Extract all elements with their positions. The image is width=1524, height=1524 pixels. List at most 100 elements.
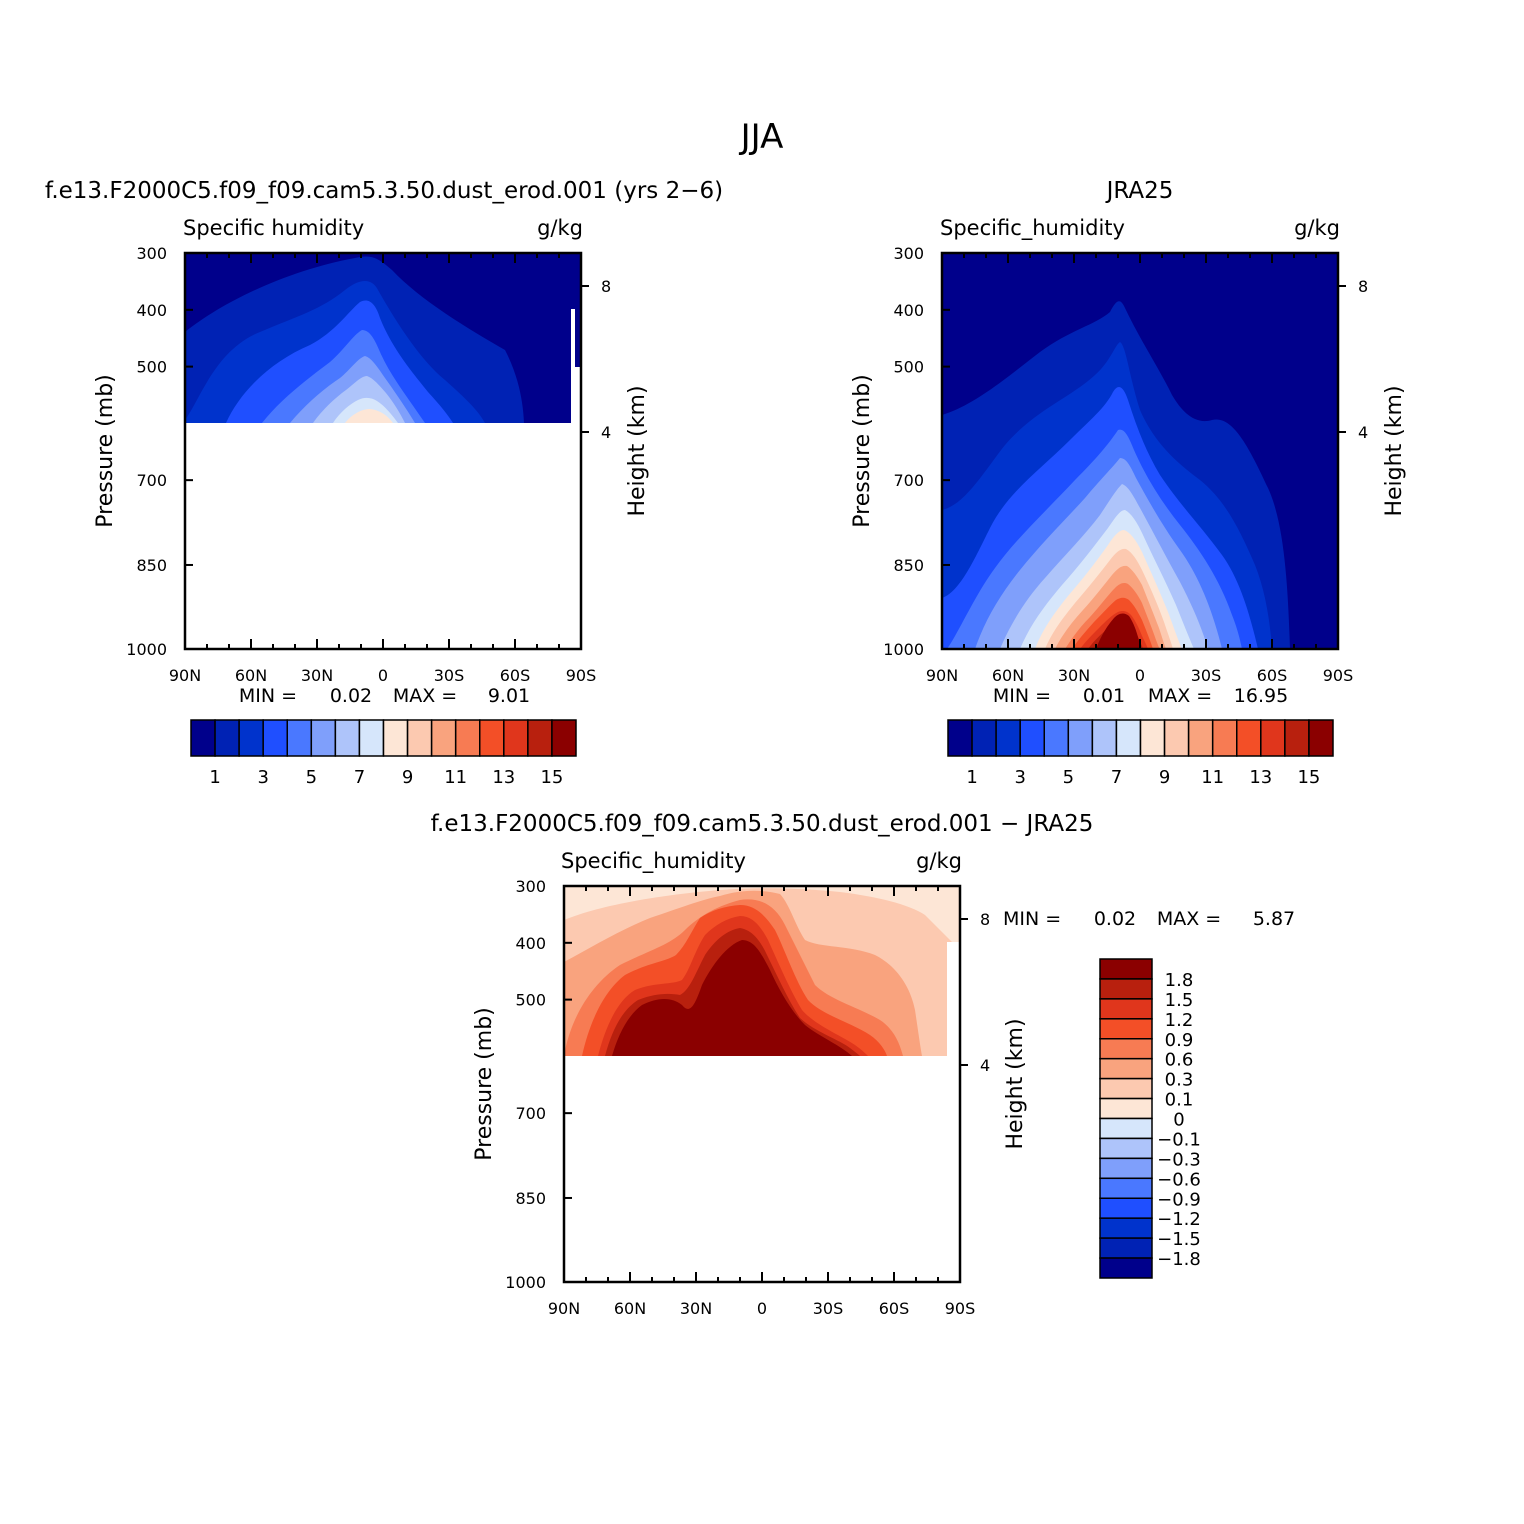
contour-band xyxy=(345,409,393,423)
panel-obs-contours xyxy=(942,253,1338,649)
colorbar-box xyxy=(1115,719,1142,757)
height-tick-label: 4 xyxy=(980,1056,990,1075)
x-tick-label: 90S xyxy=(945,1299,976,1318)
colorbar-box xyxy=(1099,1137,1153,1160)
x-tick-label: 30S xyxy=(813,1299,844,1318)
colorbar-label: −0.6 xyxy=(1157,1169,1201,1190)
colorbar-box xyxy=(310,719,337,757)
colorbar-box xyxy=(1260,719,1286,757)
colorbar-box xyxy=(1099,978,1153,1000)
colorbar-box xyxy=(406,719,433,757)
colorbar-label: 5 xyxy=(1063,767,1074,788)
colorbar-label: 3 xyxy=(1014,767,1025,788)
panel-obs-max-value: 16.95 xyxy=(1234,685,1288,707)
colorbar-box xyxy=(1236,719,1262,757)
colorbar-label: 1.8 xyxy=(1165,970,1194,991)
colorbar-box xyxy=(971,719,997,757)
colorbar-box xyxy=(1099,1237,1153,1259)
colorbar-label: −0.3 xyxy=(1157,1149,1201,1170)
colorbar-box xyxy=(947,719,973,757)
y-tick-label: 850 xyxy=(515,1189,546,1208)
y-tick-label: 400 xyxy=(893,301,924,320)
colorbar-box xyxy=(1043,719,1070,757)
x-tick-label: 90N xyxy=(548,1299,580,1318)
panel-diff-max-label: MAX = xyxy=(1157,908,1221,930)
panel-model-contours xyxy=(185,253,581,423)
figure-title: JJA xyxy=(739,117,784,157)
colorbar-box xyxy=(430,719,457,757)
colorbar-box xyxy=(334,719,361,757)
y-tick-label: 1000 xyxy=(126,640,167,659)
colorbar-label: −1.8 xyxy=(1157,1249,1201,1270)
colorbar-box xyxy=(1099,1177,1153,1199)
panel-obs-ylabel: Pressure (mb) xyxy=(850,374,875,528)
x-tick-label: 30S xyxy=(1191,666,1222,685)
panel-model: f.e13.F2000C5.f09_f09.cam5.3.50.dust_ero… xyxy=(45,178,723,788)
x-tick-label: 30N xyxy=(301,666,333,685)
colorbar-label: −1.2 xyxy=(1157,1209,1201,1230)
colorbar-box xyxy=(1139,719,1166,757)
colorbar-label: 7 xyxy=(354,767,365,788)
y-tick-label: 300 xyxy=(515,877,546,896)
y-tick-label: 850 xyxy=(893,556,924,575)
x-tick-label: 60N xyxy=(614,1299,646,1318)
colorbar-box xyxy=(1099,1077,1153,1100)
colorbar-box xyxy=(503,719,529,757)
colorbar-box xyxy=(1019,719,1045,757)
contour-band xyxy=(1096,613,1141,649)
y-tick-label: 700 xyxy=(136,471,167,490)
colorbar-box xyxy=(382,719,409,757)
height-tick-label: 8 xyxy=(601,277,611,296)
panel-diff-axes: 90N 60N 30N 0 30S 60S 90S 300 400 500 700 850 1000 8 4 xyxy=(505,877,990,1318)
colorbar-label: 7 xyxy=(1111,767,1122,788)
colorbar-label: 1 xyxy=(966,767,977,788)
colorbar-box xyxy=(1308,719,1334,757)
panel-obs-min-label: MIN = xyxy=(993,685,1051,707)
contour-band xyxy=(575,309,581,367)
panel-diff-colorbar: 1.81.51.20.90.60.30.10−0.1−0.3−0.6−0.9−1… xyxy=(1099,958,1201,1279)
colorbar-box xyxy=(1099,1097,1153,1120)
height-tick-label: 4 xyxy=(601,423,611,442)
panel-obs-ylabel-right: Height (km) xyxy=(1382,385,1407,516)
panel-model-units: g/kg xyxy=(537,216,583,240)
colorbar-label: 0 xyxy=(1173,1110,1184,1131)
panel-obs-left-string: Specific_humidity xyxy=(940,216,1125,241)
colorbar-label: 1.5 xyxy=(1165,990,1194,1011)
x-tick-label: 0 xyxy=(757,1299,767,1318)
panel-model-title: f.e13.F2000C5.f09_f09.cam5.3.50.dust_ero… xyxy=(45,178,723,204)
panel-diff: f.e13.F2000C5.f09_f09.cam5.3.50.dust_ero… xyxy=(431,811,1296,1318)
x-tick-label: 90S xyxy=(566,666,597,685)
panel-obs-units: g/kg xyxy=(1294,216,1340,240)
x-tick-label: 60N xyxy=(235,666,267,685)
x-tick-label: 90S xyxy=(1323,666,1354,685)
x-tick-label: 0 xyxy=(1135,666,1145,685)
contour-band xyxy=(612,940,852,1056)
x-tick-label: 60S xyxy=(879,1299,910,1318)
y-tick-label: 500 xyxy=(515,991,546,1010)
height-tick-label: 4 xyxy=(1358,423,1368,442)
colorbar-box xyxy=(454,719,481,757)
panel-model-min-value: 0.02 xyxy=(330,685,372,707)
panel-diff-ylabel-right: Height (km) xyxy=(1003,1018,1028,1149)
panel-diff-left-string: Specific_humidity xyxy=(561,849,746,874)
colorbar-label: 15 xyxy=(540,767,563,788)
colorbar-label: −0.9 xyxy=(1157,1189,1201,1210)
x-tick-label: 0 xyxy=(378,666,388,685)
colorbar-label: 13 xyxy=(492,767,515,788)
colorbar-box xyxy=(1099,958,1153,980)
colorbar-box xyxy=(479,719,505,757)
colorbar-label: 5 xyxy=(306,767,317,788)
colorbar-label: 0.6 xyxy=(1165,1050,1194,1071)
x-tick-label: 90N xyxy=(169,666,201,685)
colorbar-label: 9 xyxy=(1159,767,1170,788)
colorbar-box xyxy=(1099,1117,1153,1140)
colorbar-label: −1.5 xyxy=(1157,1229,1201,1250)
panel-model-ylabel: Pressure (mb) xyxy=(93,374,118,528)
panel-diff-min-value: 0.02 xyxy=(1094,908,1136,930)
colorbar-label: 9 xyxy=(402,767,413,788)
panel-obs-colorbar: 1 3 5 7 9 11 13 15 xyxy=(947,719,1334,788)
panel-diff-units: g/kg xyxy=(916,849,962,873)
colorbar-box xyxy=(190,719,216,757)
panel-obs: JRA25 Specific_humidity g/kg 90N 60N 30N 0 3… xyxy=(850,178,1407,788)
x-tick-label: 30S xyxy=(434,666,465,685)
